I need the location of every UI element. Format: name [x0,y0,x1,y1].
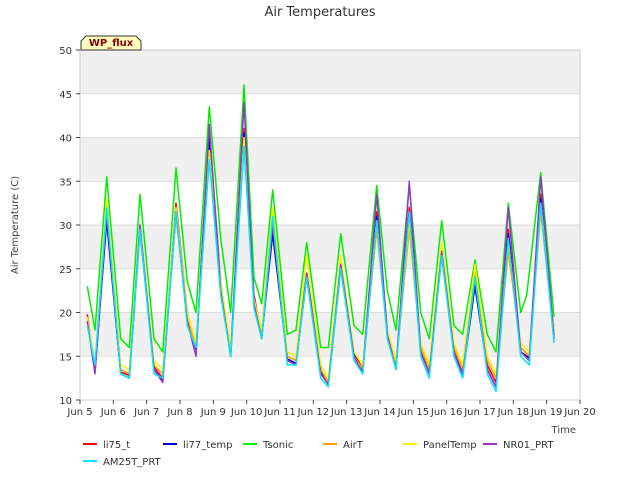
x-axis-label: Time [551,425,576,436]
x-tick-label: Jun 13 [330,407,363,418]
y-tick-label: 50 [59,46,72,57]
x-tick-label: Jun 19 [530,407,563,418]
legend-label: li75_t [103,440,130,451]
annotation-box: WP_flux [80,35,142,51]
x-tick-label: Jun 17 [463,407,496,418]
x-tick-label: Jun 6 [100,407,126,418]
x-tick-label: Jun 9 [200,407,226,418]
legend-label: PanelTemp [423,440,477,451]
annotation-text: WP_flux [89,38,134,49]
legend-item: PanelTemp [403,440,477,451]
y-tick-label: 15 [59,352,72,363]
y-tick-label: 30 [59,221,72,232]
series-line-am25t-prt [86,145,555,393]
legend-label: li77_temp [183,440,232,451]
y-axis: 10 15 20 25 30 35 40 45 50 [59,46,80,407]
x-tick-label: Jun 5 [66,407,92,418]
x-tick-label: Jun 12 [297,407,330,418]
legend-label: AM25T_PRT [103,457,162,468]
legend: li75_t li77_temp Tsonic AirT PanelTemp NR01_P… [83,440,554,468]
legend-item: li75_t [83,440,130,451]
series-lines [86,84,555,393]
legend-label: AirT [343,440,364,451]
x-axis: Jun 5 Jun 6 Jun 7 Jun 8 Jun 9 Jun 10 Jun 11 Jun… [66,400,596,418]
plot-background-bands [80,50,580,400]
y-tick-label: 20 [59,309,72,320]
legend-label: NR01_PRT [503,440,554,451]
y-tick-label: 35 [59,177,72,188]
x-tick-label: Jun 10 [230,407,263,418]
legend-item: AirT [323,440,364,451]
legend-item: NR01_PRT [483,440,554,451]
legend-item: li77_temp [163,440,232,451]
annotation-box-shape [80,35,142,51]
background-band [80,268,580,313]
background-band [80,181,580,225]
x-tick-label: Jun 8 [166,407,192,418]
background-band [80,225,580,269]
background-band [80,50,580,94]
x-tick-label: Jun 14 [363,407,396,418]
y-axis-label: Air Temperature (C) [10,176,21,274]
x-tick-label: Jun 16 [430,407,463,418]
y-tick-label: 25 [59,265,72,276]
legend-item: Tsonic [243,440,293,451]
legend-label: Tsonic [262,440,293,451]
y-tick-label: 45 [59,90,72,101]
x-tick-label: Jun 20 [563,407,596,418]
chart-title: Air Temperatures [264,5,375,20]
y-tick-label: 10 [59,396,72,407]
x-tick-label: Jun 11 [263,407,296,418]
series-line-tsonic [86,84,555,353]
legend-item: AM25T_PRT [83,457,162,468]
x-tick-label: Jun 15 [397,407,430,418]
y-tick-label: 40 [59,134,72,145]
x-tick-label: Jun 18 [497,407,530,418]
x-tick-label: Jun 7 [133,407,159,418]
background-band [80,137,580,182]
background-band [80,93,580,138]
